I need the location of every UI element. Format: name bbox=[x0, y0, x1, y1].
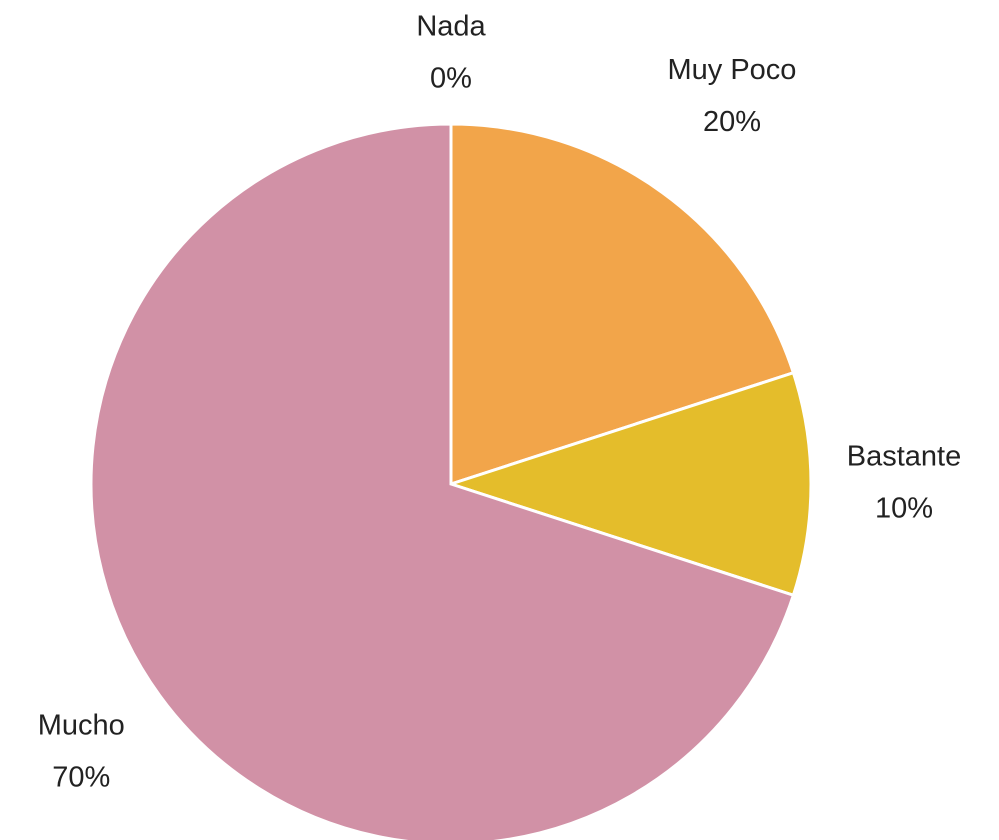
pie-slice bbox=[446, 370, 813, 598]
slice-label: Muy Poco bbox=[667, 54, 796, 86]
slice-value-label: 0% bbox=[430, 63, 472, 95]
slice-label: Nada bbox=[416, 11, 486, 43]
slice-value-label: 20% bbox=[703, 106, 761, 138]
pie-slice bbox=[449, 122, 796, 487]
slice-value-label: 10% bbox=[875, 493, 933, 525]
slice-value-label: 70% bbox=[52, 761, 110, 793]
pie-slice bbox=[89, 122, 796, 840]
slice-label: Bastante bbox=[847, 441, 961, 473]
slice-label: Mucho bbox=[38, 709, 125, 741]
